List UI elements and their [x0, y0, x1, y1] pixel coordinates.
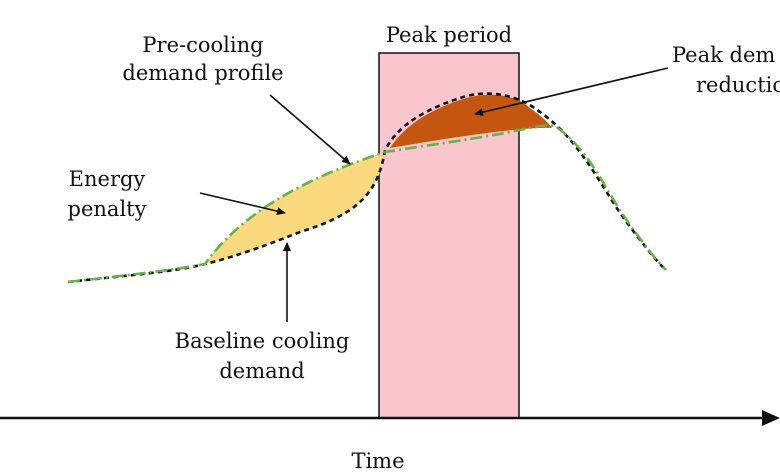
baseline-label-line2: demand [219, 359, 304, 383]
precooling-pointer-arrow [269, 94, 351, 165]
peak-reduction-label-line2: reductio [696, 73, 780, 97]
x-axis-arrowhead [762, 410, 780, 426]
precooling-demand-curve [67, 124, 667, 284]
peak-period-label: Peak period [386, 23, 512, 47]
energy-penalty-pointer-arrow [199, 192, 286, 216]
baseline-label-line1: Baseline cooling [175, 329, 350, 353]
energy-penalty-label-line1: Energy [69, 167, 146, 191]
precooling-label-line2: demand profile [122, 61, 283, 85]
energy-penalty-area [205, 152, 385, 264]
x-axis-label: Time [351, 449, 404, 470]
peak-reduction-pointer-arrow [474, 67, 669, 117]
precooling-label-line1: Pre-cooling [142, 33, 263, 57]
energy-penalty-label-line2: penalty [68, 197, 147, 221]
peak-demand-reduction-area [390, 94, 552, 148]
peak-reduction-label-line1: Peak dem [672, 43, 775, 67]
